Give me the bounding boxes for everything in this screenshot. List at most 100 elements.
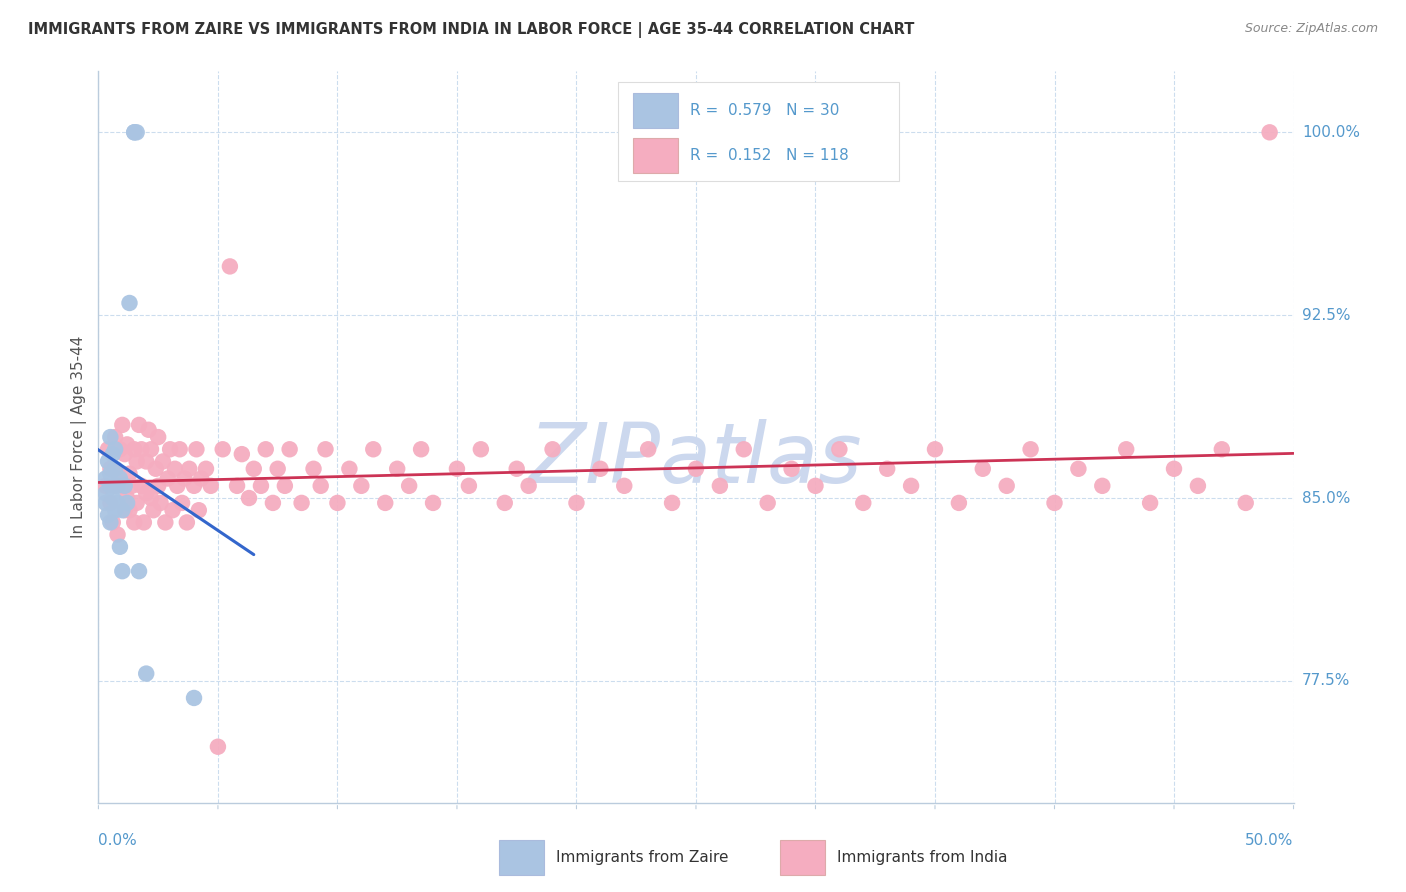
Point: [152, 454, 174, 468]
FancyBboxPatch shape: [779, 840, 825, 875]
Point: [104, 479, 127, 493]
Point: [274, 479, 297, 493]
Point: [115, 491, 138, 505]
Point: [139, 491, 162, 505]
Point: [1067, 462, 1090, 476]
Point: [166, 479, 188, 493]
Point: [231, 447, 253, 461]
Point: [124, 442, 146, 457]
Point: [470, 442, 492, 457]
Point: [128, 417, 150, 432]
Point: [780, 462, 803, 476]
Text: IMMIGRANTS FROM ZAIRE VS IMMIGRANTS FROM INDIA IN LABOR FORCE | AGE 35-44 CORREL: IMMIGRANTS FROM ZAIRE VS IMMIGRANTS FROM…: [28, 22, 914, 38]
Point: [948, 496, 970, 510]
Point: [124, 125, 146, 139]
Point: [173, 471, 195, 485]
Point: [155, 516, 177, 530]
Point: [804, 479, 827, 493]
Point: [156, 471, 179, 485]
Point: [135, 454, 157, 468]
Point: [114, 479, 136, 493]
Point: [756, 496, 779, 510]
Point: [131, 442, 153, 457]
Point: [142, 503, 165, 517]
Point: [97, 508, 120, 522]
Point: [219, 260, 242, 274]
Point: [302, 462, 325, 476]
Text: Immigrants from Zaire: Immigrants from Zaire: [557, 850, 728, 865]
Point: [211, 442, 233, 457]
Point: [1258, 125, 1281, 139]
Text: R =  0.579   N = 30: R = 0.579 N = 30: [690, 103, 839, 118]
Point: [589, 462, 612, 476]
Point: [111, 503, 134, 517]
Point: [852, 496, 875, 510]
Point: [163, 462, 186, 476]
Point: [104, 430, 127, 444]
Point: [326, 496, 349, 510]
Point: [108, 442, 131, 457]
Point: [172, 496, 194, 510]
Point: [565, 496, 588, 510]
Text: ZIPatlas: ZIPatlas: [529, 418, 863, 500]
Point: [398, 479, 420, 493]
Point: [363, 442, 385, 457]
Point: [661, 496, 683, 510]
Point: [179, 462, 201, 476]
Point: [94, 479, 117, 493]
Point: [1139, 496, 1161, 510]
Point: [111, 479, 134, 493]
Point: [1019, 442, 1042, 457]
Point: [98, 462, 122, 476]
Point: [104, 462, 127, 476]
Point: [995, 479, 1018, 493]
FancyBboxPatch shape: [633, 138, 678, 173]
Point: [125, 454, 148, 468]
Text: 92.5%: 92.5%: [1302, 308, 1350, 323]
Point: [385, 462, 409, 476]
Point: [446, 462, 468, 476]
Point: [374, 496, 396, 510]
Point: [101, 479, 124, 493]
Point: [290, 496, 312, 510]
Point: [1115, 442, 1137, 457]
Point: [900, 479, 922, 493]
Point: [145, 462, 167, 476]
Point: [494, 496, 516, 510]
Point: [97, 442, 120, 457]
Point: [876, 462, 898, 476]
FancyBboxPatch shape: [619, 82, 900, 181]
Text: 85.0%: 85.0%: [1302, 491, 1350, 506]
Point: [107, 496, 129, 510]
Point: [250, 479, 273, 493]
Point: [207, 739, 229, 754]
Point: [458, 479, 481, 493]
Point: [1234, 496, 1257, 510]
Point: [176, 516, 198, 530]
Point: [194, 462, 217, 476]
Text: Immigrants from India: Immigrants from India: [837, 850, 1008, 865]
Point: [243, 462, 266, 476]
Text: 0.0%: 0.0%: [98, 833, 138, 848]
Point: [159, 442, 181, 457]
Text: 100.0%: 100.0%: [1302, 125, 1360, 140]
Point: [613, 479, 636, 493]
Point: [541, 442, 564, 457]
Point: [104, 442, 127, 457]
Text: R =  0.152   N = 118: R = 0.152 N = 118: [690, 148, 849, 163]
Point: [124, 516, 146, 530]
Point: [1211, 442, 1233, 457]
Point: [315, 442, 337, 457]
Point: [101, 491, 124, 505]
Point: [98, 430, 122, 444]
Point: [108, 471, 131, 485]
Point: [94, 496, 117, 510]
Point: [131, 479, 153, 493]
Point: [1163, 462, 1185, 476]
Text: 77.5%: 77.5%: [1302, 673, 1350, 689]
Point: [238, 491, 260, 505]
Point: [226, 479, 249, 493]
Point: [709, 479, 731, 493]
Point: [94, 471, 117, 485]
Point: [262, 496, 284, 510]
